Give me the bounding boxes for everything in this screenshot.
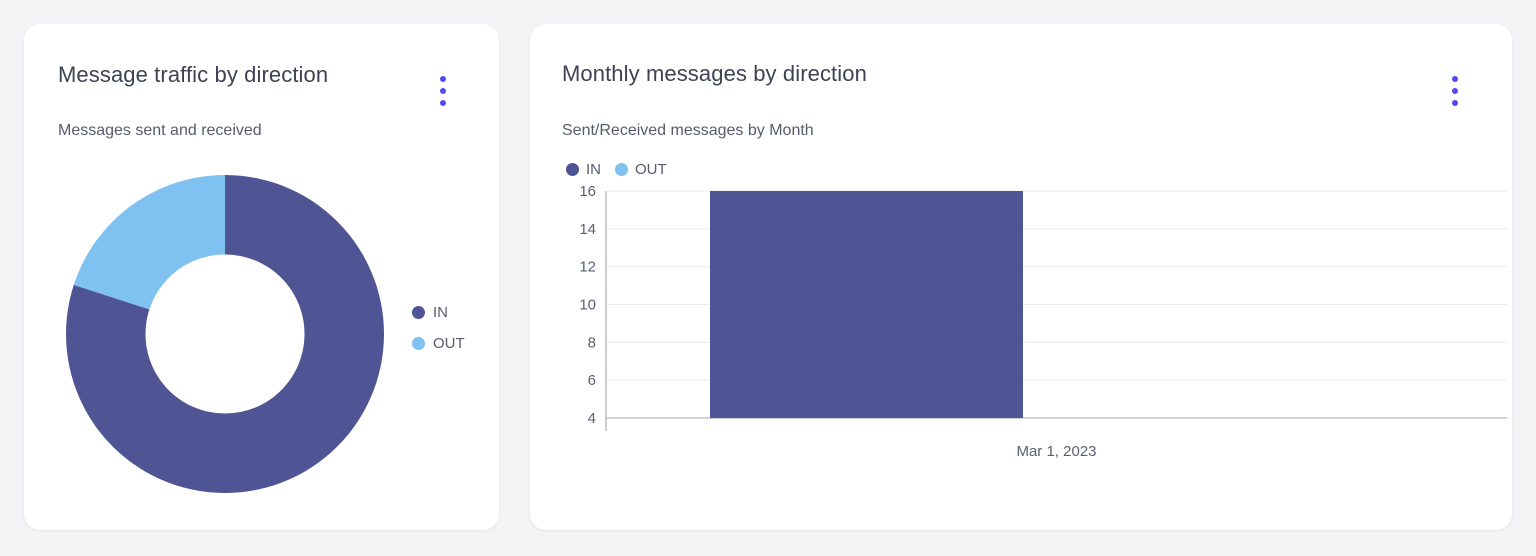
bar-card-subtitle: Sent/Received messages by Month — [562, 122, 814, 139]
y-tick-label: 8 — [588, 334, 596, 351]
y-tick-label: 10 — [579, 297, 596, 314]
legend-label-in: IN — [586, 161, 601, 178]
y-tick-label: 14 — [579, 221, 596, 238]
page-title: Message traffic by direction — [58, 62, 329, 87]
kebab-menu-icon[interactable] — [432, 74, 454, 108]
donut-chart[interactable] — [60, 169, 390, 499]
kebab-dot — [1452, 76, 1458, 82]
legend-item-out[interactable]: OUT — [615, 161, 667, 178]
monthly-messages-card: Monthly messages by direction Sent/Recei… — [530, 24, 1512, 530]
legend-item-in[interactable]: IN — [412, 304, 465, 321]
x-tick-label: Mar 1, 2023 — [1016, 443, 1096, 460]
kebab-dot — [440, 76, 446, 82]
bar-legend: IN OUT — [566, 161, 667, 178]
donut-slice-in[interactable] — [66, 175, 385, 493]
bar-chart[interactable]: 4 6 8 10 12 14 16 Mar 1, 2023 — [562, 181, 1507, 481]
legend-swatch-in — [412, 306, 425, 319]
legend-label-in: IN — [433, 304, 448, 321]
y-tick-label: 6 — [588, 372, 596, 389]
y-axis-ticks: 4 6 8 10 12 14 16 — [579, 183, 596, 427]
message-traffic-card: Message traffic by direction Messages se… — [24, 24, 499, 530]
bars — [710, 191, 1023, 418]
legend-item-out[interactable]: OUT — [412, 335, 465, 352]
legend-label-out: OUT — [433, 335, 465, 352]
legend-swatch-out — [615, 163, 628, 176]
y-tick-label: 12 — [579, 259, 596, 276]
bar-chart-area: 4 6 8 10 12 14 16 Mar 1, 2023 — [562, 181, 1507, 481]
y-tick-label: 4 — [588, 410, 596, 427]
donut-legend: IN OUT — [412, 304, 465, 352]
bar-in[interactable] — [710, 191, 1023, 418]
kebab-dot — [1452, 100, 1458, 106]
y-tick-label: 16 — [579, 183, 596, 200]
donut-slice-out[interactable] — [73, 175, 225, 310]
legend-swatch-in — [566, 163, 579, 176]
bar-card-title: Monthly messages by direction — [562, 61, 867, 86]
kebab-dot — [440, 100, 446, 106]
legend-item-in[interactable]: IN — [566, 161, 601, 178]
donut-chart-area: IN OUT — [24, 129, 499, 509]
legend-swatch-out — [412, 337, 425, 350]
donut-card-subtitle: Messages sent and received — [58, 122, 262, 139]
kebab-menu-icon[interactable] — [1444, 74, 1466, 108]
x-axis-ticks: Mar 1, 2023 — [1016, 443, 1096, 460]
kebab-dot — [1452, 88, 1458, 94]
legend-label-out: OUT — [635, 161, 667, 178]
kebab-dot — [440, 88, 446, 94]
